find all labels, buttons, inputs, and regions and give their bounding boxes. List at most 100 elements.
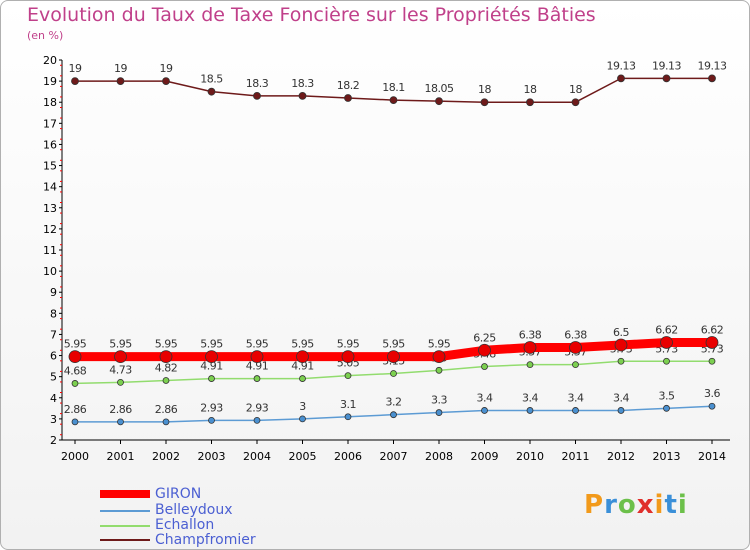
data-point-champfromier: [617, 74, 625, 83]
x-tick-label: 2013: [653, 450, 681, 463]
data-point-belleydoux: [117, 418, 124, 426]
y-tick-label: 2: [50, 434, 57, 447]
data-point-echallon: [572, 361, 579, 369]
data-label-echallon: 4.73: [109, 363, 132, 376]
x-tick-label: 2012: [607, 450, 635, 463]
legend-swatch-belleydoux: [100, 510, 150, 512]
data-point-giron: [660, 336, 673, 349]
data-point-giron: [68, 350, 82, 364]
data-point-champfromier: [389, 96, 398, 105]
data-label-champfromier: 18.2: [337, 79, 360, 92]
data-point-echallon: [435, 366, 443, 374]
data-point-echallon: [663, 357, 670, 365]
x-tick-label: 2002: [152, 450, 180, 463]
data-point-champfromier: [480, 98, 489, 107]
data-point-echallon: [299, 375, 306, 382]
data-label-champfromier: 18.05: [425, 82, 454, 95]
data-label-champfromier: 18.3: [291, 77, 314, 90]
x-tick-label: 2010: [516, 450, 544, 463]
data-point-echallon: [162, 377, 170, 384]
data-label-echallon: 4.91: [246, 360, 269, 373]
x-tick-label: 2011: [562, 450, 590, 463]
data-point-echallon: [208, 375, 215, 382]
data-point-champfromier: [253, 91, 261, 100]
data-label-giron: 6.5: [613, 326, 629, 339]
data-label-echallon: 4.91: [200, 360, 223, 373]
data-point-belleydoux: [572, 407, 579, 414]
y-tick-label: 3: [50, 413, 57, 426]
data-label-giron: 5.95: [382, 338, 405, 351]
data-label-champfromier: 19.13: [698, 59, 727, 72]
data-point-echallon: [390, 370, 397, 377]
data-label-echallon: 4.82: [155, 361, 178, 374]
y-tick-label: 10: [43, 265, 57, 278]
data-point-giron: [114, 350, 127, 364]
y-tick-label: 6: [50, 350, 57, 363]
data-label-champfromier: 19: [69, 62, 82, 75]
data-point-champfromier: [571, 98, 580, 107]
data-point-champfromier: [435, 97, 443, 106]
data-label-belleydoux: 3: [299, 400, 306, 413]
data-label-giron: 5.95: [109, 338, 132, 351]
data-point-giron: [341, 350, 355, 364]
y-tick-label: 11: [43, 244, 57, 257]
data-label-belleydoux: 3.4: [568, 391, 584, 404]
data-point-giron: [250, 350, 264, 364]
legend-label-champfromier: Champfromier: [155, 532, 256, 548]
data-label-belleydoux: 2.86: [64, 403, 87, 416]
logo-letter: P: [584, 490, 605, 520]
data-point-echallon: [481, 363, 488, 370]
legend-swatch-giron: [100, 490, 150, 498]
data-label-belleydoux: 2.93: [246, 401, 269, 414]
data-label-giron: 6.38: [564, 329, 587, 342]
data-label-champfromier: 18.5: [200, 73, 223, 86]
data-label-giron: 5.95: [246, 338, 269, 351]
data-point-belleydoux: [708, 402, 716, 410]
data-label-belleydoux: 3.1: [340, 398, 356, 411]
data-label-echallon: 4.91: [291, 360, 314, 373]
chart-title: Evolution du Taux de Taxe Foncière sur l…: [27, 4, 596, 26]
data-point-giron: [205, 350, 218, 364]
data-point-belleydoux: [208, 416, 215, 424]
y-tick-label: 20: [43, 54, 57, 67]
data-label-champfromier: 18: [569, 83, 582, 96]
data-point-echallon: [117, 378, 124, 386]
data-point-belleydoux: [71, 418, 79, 426]
x-tick-label: 2009: [471, 450, 499, 463]
data-point-giron: [523, 341, 537, 354]
legend-swatch-echallon: [100, 525, 150, 527]
legend-label-giron: GIRON: [155, 486, 202, 502]
data-label-champfromier: 18: [524, 83, 537, 96]
data-label-giron: 6.38: [519, 329, 542, 342]
data-label-champfromier: 19.13: [652, 59, 681, 72]
data-point-echallon: [71, 380, 79, 387]
x-tick-label: 2001: [107, 450, 135, 463]
data-label-giron: 5.95: [428, 338, 451, 351]
logo-letter: i: [677, 490, 688, 520]
data-label-belleydoux: 3.2: [386, 396, 402, 409]
data-label-belleydoux: 3.4: [613, 391, 629, 404]
data-point-belleydoux: [344, 413, 352, 421]
y-tick-label: 16: [43, 138, 57, 151]
data-label-belleydoux: 3.5: [659, 389, 675, 402]
data-label-belleydoux: 3.4: [522, 391, 538, 404]
data-point-belleydoux: [526, 407, 534, 414]
data-point-giron: [296, 350, 309, 364]
data-point-belleydoux: [299, 415, 306, 423]
legend-label-belleydoux: Belleydoux: [155, 502, 233, 518]
data-point-champfromier: [162, 77, 170, 86]
data-point-echallon: [253, 375, 261, 382]
y-tick-label: 12: [43, 223, 57, 236]
data-label-belleydoux: 3.3: [431, 394, 447, 407]
data-label-giron: 6.62: [655, 323, 678, 336]
data-point-champfromier: [116, 77, 125, 86]
data-label-champfromier: 19: [160, 62, 173, 75]
data-label-belleydoux: 2.93: [200, 401, 223, 414]
y-tick-label: 4: [50, 392, 57, 405]
x-tick-label: 2003: [198, 450, 226, 463]
data-label-champfromier: 18.3: [246, 77, 269, 90]
y-tick-label: 17: [43, 117, 57, 130]
data-label-belleydoux: 3.4: [477, 391, 493, 404]
data-point-champfromier: [207, 87, 216, 96]
data-point-champfromier: [662, 74, 671, 83]
